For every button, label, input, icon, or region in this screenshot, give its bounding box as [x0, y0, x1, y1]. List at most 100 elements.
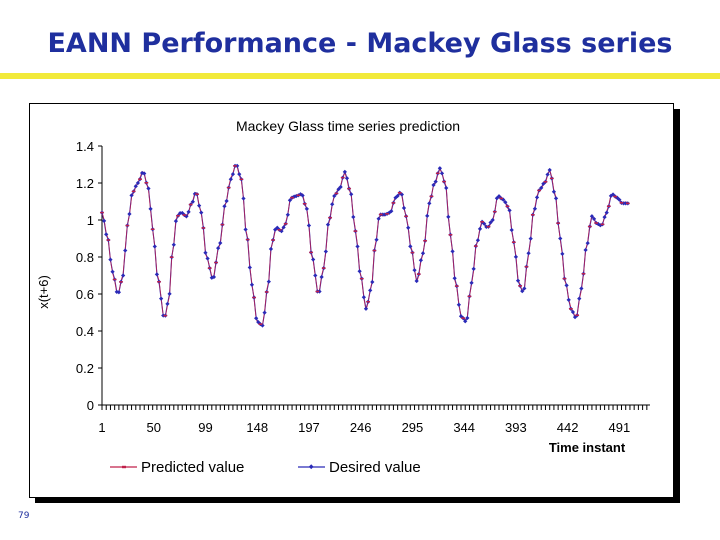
- desired-point: [439, 171, 445, 176]
- desired-point: [507, 208, 512, 213]
- y-tick-label: 1.4: [76, 139, 94, 154]
- desired-point: [344, 176, 350, 181]
- y-tick-label: 1: [87, 213, 94, 228]
- desired-point: [395, 193, 400, 199]
- desired-point: [475, 238, 481, 243]
- desired-point: [336, 187, 341, 192]
- y-axis-group: 0 0.2 0.4 0.6 0.8 1 1.2 1.4: [76, 139, 103, 413]
- desired-point: [363, 306, 369, 311]
- desired-point: [101, 218, 107, 224]
- x-tick-label: 393: [505, 420, 527, 435]
- desired-point: [528, 236, 533, 241]
- desired-point: [577, 296, 582, 301]
- x-tick-label: 344: [453, 420, 475, 435]
- desired-point: [332, 193, 337, 199]
- desired-point: [357, 269, 362, 274]
- desired-point: [361, 295, 366, 300]
- x-tick-label: 1: [98, 420, 105, 435]
- desired-point: [560, 251, 565, 256]
- desired-point: [433, 179, 438, 184]
- desired-point: [287, 198, 293, 203]
- x-tick-label: 491: [609, 420, 631, 435]
- desired-point: [323, 249, 328, 254]
- desired-point: [585, 240, 590, 246]
- slide-number: 79: [18, 511, 30, 521]
- desired-point: [351, 214, 356, 220]
- desired-point: [235, 163, 240, 169]
- desired-point: [431, 182, 436, 188]
- desired-point: [509, 227, 514, 233]
- desired-point: [444, 185, 449, 191]
- desired-point: [317, 289, 322, 294]
- desired-point: [566, 297, 571, 302]
- desired-point: [604, 210, 609, 215]
- legend: Predicted value Desired value: [110, 459, 421, 476]
- y-tick-label: 0.4: [76, 324, 94, 339]
- desired-point: [349, 192, 354, 197]
- desired-point: [558, 236, 563, 241]
- desired-point: [469, 280, 474, 286]
- desired-point: [446, 214, 451, 220]
- desired-point: [108, 257, 113, 262]
- desired-point: [406, 225, 411, 230]
- desired-point: [228, 177, 233, 182]
- desired-point: [551, 189, 557, 194]
- desired-point: [437, 166, 443, 171]
- desired-point: [203, 250, 208, 255]
- y-tick-label: 0.6: [76, 287, 94, 302]
- desired-point: [602, 214, 607, 220]
- x-tick-label: 99: [198, 420, 212, 435]
- y-tick-label: 0: [87, 398, 94, 413]
- desired-point: [522, 286, 527, 291]
- desired-point: [171, 242, 176, 247]
- desired-point: [342, 169, 347, 175]
- desired-point: [617, 197, 622, 202]
- desired-point: [285, 212, 290, 217]
- desired-point: [129, 193, 134, 198]
- desired-point: [463, 319, 468, 324]
- desired-point: [224, 198, 229, 204]
- desired-point: [325, 222, 331, 227]
- desired-point: [281, 225, 286, 230]
- desired-point: [199, 210, 204, 215]
- desired-point: [211, 274, 217, 280]
- desired-point: [408, 244, 413, 249]
- desired-point: [355, 244, 360, 249]
- desired-point: [304, 206, 309, 212]
- y-tick-label: 0.2: [76, 361, 94, 376]
- desired-point: [579, 286, 584, 291]
- title-underline: [0, 73, 720, 79]
- desired-point: [547, 167, 552, 173]
- desired-point: [570, 309, 576, 315]
- desired-point: [545, 172, 550, 177]
- desired-point: [414, 278, 419, 284]
- x-axis-group: 1 50 99 148 197 246 295 344 393 442 491: [98, 404, 650, 435]
- x-tick-label: 197: [298, 420, 320, 435]
- desired-point: [135, 180, 141, 186]
- desired-point: [532, 206, 538, 211]
- y-axis-label: x(t+6): [36, 275, 51, 309]
- desired-point: [591, 216, 597, 221]
- x-tick-label: 50: [147, 420, 161, 435]
- desired-point: [401, 205, 407, 211]
- desired-series-line: [101, 165, 628, 327]
- desired-point: [104, 232, 109, 237]
- desired-point: [488, 220, 493, 225]
- desired-point: [477, 226, 483, 232]
- x-tick-label: 295: [402, 420, 424, 435]
- y-tick-label: 1.2: [76, 176, 94, 191]
- desired-point: [146, 186, 151, 191]
- desired-point: [520, 288, 525, 294]
- desired-point: [465, 315, 470, 321]
- series-group: [99, 163, 630, 328]
- desired-point: [389, 209, 394, 214]
- x-tick-label: 246: [350, 420, 372, 435]
- desired-point: [222, 204, 227, 209]
- desired-point: [330, 202, 335, 207]
- desired-point: [186, 209, 191, 214]
- desired-point: [306, 223, 312, 228]
- desired-point: [452, 276, 457, 281]
- desired-point: [152, 244, 157, 249]
- desired-point: [583, 247, 588, 253]
